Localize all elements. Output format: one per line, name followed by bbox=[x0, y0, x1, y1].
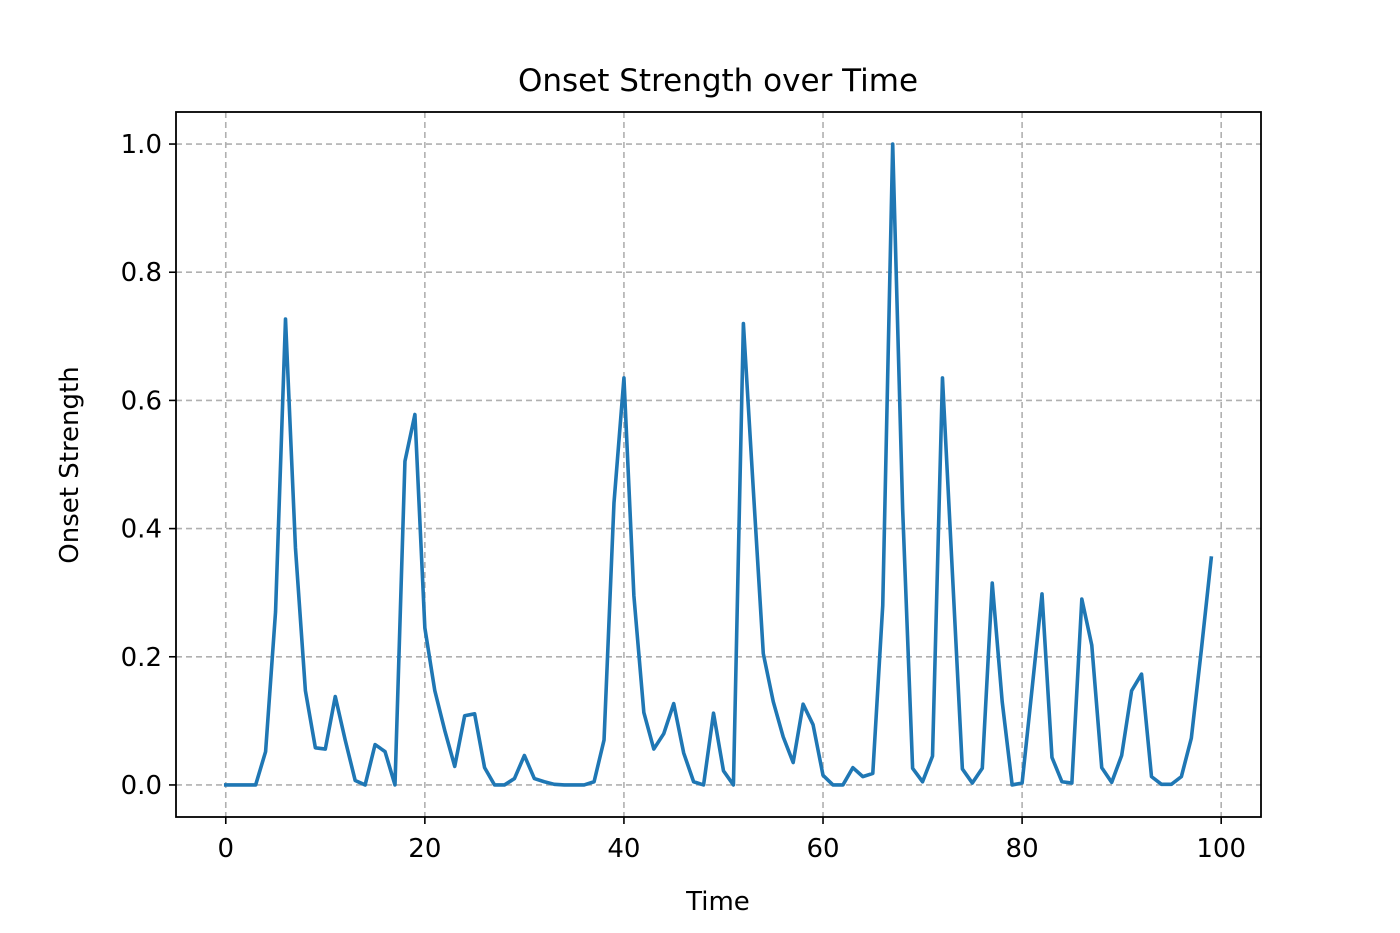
y-tick-label: 0.4 bbox=[121, 515, 162, 545]
x-tick-label: 20 bbox=[408, 834, 441, 864]
x-tick-label: 40 bbox=[607, 834, 640, 864]
x-tick-label: 0 bbox=[217, 834, 234, 864]
x-tick-label: 80 bbox=[1006, 834, 1039, 864]
series-layer bbox=[223, 142, 1214, 787]
y-tick-label: 0.2 bbox=[121, 643, 162, 673]
x-tick-label: 60 bbox=[806, 834, 839, 864]
y-tick-label: 1.0 bbox=[121, 130, 162, 160]
y-tick-label: 0.6 bbox=[121, 386, 162, 416]
grid-layer bbox=[176, 112, 1261, 817]
y-axis-label: Onset Strength bbox=[55, 366, 85, 563]
y-tick-label: 0.8 bbox=[121, 258, 162, 288]
onset-strength-line bbox=[223, 142, 1214, 787]
plot-frame bbox=[175, 111, 1262, 818]
chart-title: Onset Strength over Time bbox=[518, 63, 918, 99]
tick-layer: 0 20 40 60 80 100 0.0 0.2 0.4 0.6 0.8 1.0 bbox=[121, 130, 1246, 864]
x-tick-label: 100 bbox=[1196, 834, 1246, 864]
x-axis-label: Time bbox=[685, 887, 750, 917]
y-tick-label: 0.0 bbox=[121, 771, 162, 801]
